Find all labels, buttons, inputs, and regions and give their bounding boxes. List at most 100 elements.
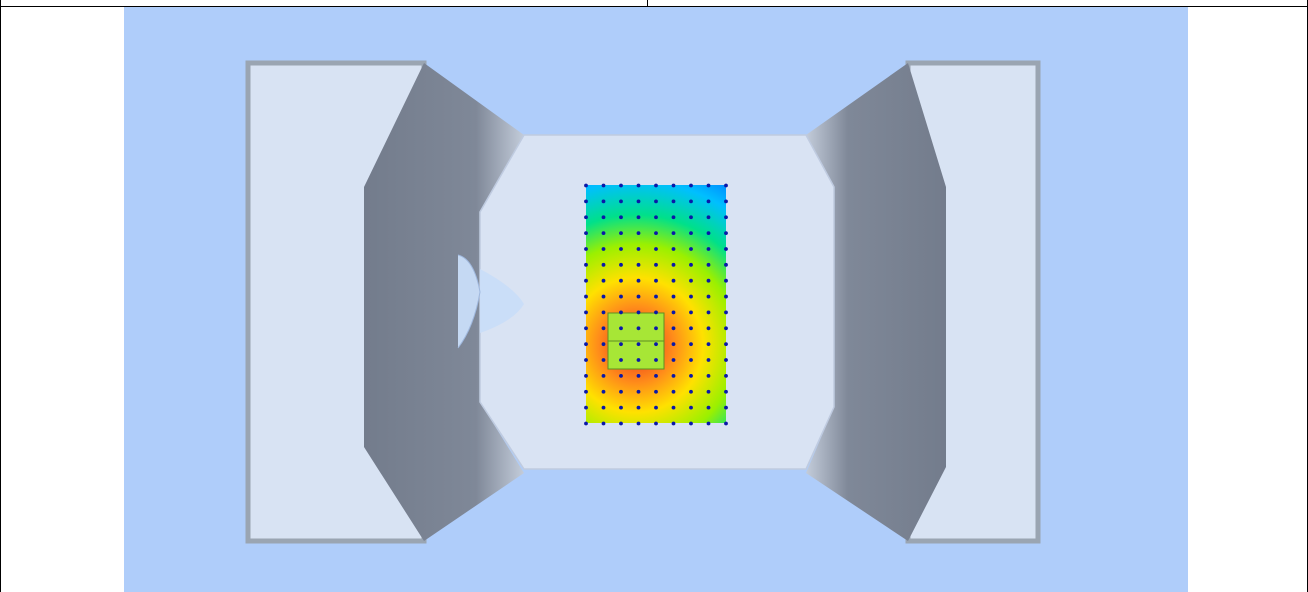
- probe-point: [671, 421, 676, 426]
- probe-point: [689, 342, 693, 347]
- probe-point: [636, 374, 641, 378]
- probe-point: [601, 278, 606, 283]
- probe-point: [706, 183, 711, 188]
- probe-point: [706, 389, 711, 394]
- probe-point: [619, 310, 623, 315]
- probe-point: [619, 294, 623, 299]
- probe-point: [619, 215, 623, 220]
- probe-point: [689, 421, 693, 426]
- probe-point: [724, 342, 728, 347]
- left-sloped-wall: [364, 63, 524, 541]
- probe-point: [706, 310, 711, 315]
- probe-point: [636, 215, 641, 220]
- probe-point: [671, 405, 676, 410]
- probe-point: [689, 374, 693, 378]
- probe-point: [636, 310, 641, 315]
- probe-point: [619, 199, 623, 204]
- probe-point: [654, 183, 658, 188]
- probe-point: [636, 326, 641, 331]
- probe-point: [689, 326, 693, 331]
- probe-point: [636, 342, 641, 347]
- probe-point: [619, 405, 623, 410]
- probe-point: [619, 374, 623, 378]
- probe-point: [724, 231, 728, 235]
- heatmap-surface: [586, 185, 726, 423]
- probe-point: [654, 389, 658, 394]
- probe-point: [619, 262, 623, 267]
- probe-point: [689, 231, 693, 235]
- probe-point: [724, 215, 728, 220]
- probe-point: [671, 183, 676, 188]
- probe-point: [601, 231, 606, 235]
- probe-point: [636, 358, 641, 362]
- probe-point: [671, 358, 676, 362]
- probe-point: [689, 358, 693, 362]
- probe-point: [671, 199, 676, 204]
- probe-point: [671, 310, 676, 315]
- probe-point: [601, 215, 606, 220]
- probe-point: [706, 294, 711, 299]
- probe-point: [654, 262, 658, 267]
- probe-point: [636, 199, 641, 204]
- probe-point: [706, 262, 711, 267]
- probe-point: [636, 247, 641, 251]
- solder-bump: [457, 254, 524, 349]
- probe-point: [689, 199, 693, 204]
- probe-point: [636, 294, 641, 299]
- probe-point: [584, 183, 588, 188]
- probe-point: [706, 278, 711, 283]
- probe-point: [724, 278, 728, 283]
- probe-point: [654, 199, 658, 204]
- simulation-viewport: [124, 7, 1188, 592]
- probe-point: [724, 358, 728, 362]
- probe-point: [706, 199, 711, 204]
- probe-point: [601, 421, 606, 426]
- probe-point: [601, 342, 606, 347]
- probe-point: [654, 374, 658, 378]
- right-sloped-wall: [806, 63, 946, 541]
- probe-point: [724, 294, 728, 299]
- model-scene: [124, 7, 1188, 592]
- probe-point: [584, 247, 588, 251]
- probe-point: [601, 326, 606, 331]
- probe-point: [706, 421, 711, 426]
- probe-point: [671, 262, 676, 267]
- probe-point: [724, 247, 728, 251]
- probe-point: [689, 183, 693, 188]
- probe-point: [654, 405, 658, 410]
- probe-point: [689, 262, 693, 267]
- probe-point: [654, 358, 658, 362]
- probe-point: [636, 278, 641, 283]
- probe-point: [584, 358, 588, 362]
- probe-point: [689, 294, 693, 299]
- probe-point: [584, 421, 588, 426]
- probe-point: [706, 215, 711, 220]
- probe-point: [619, 247, 623, 251]
- probe-point: [584, 215, 588, 220]
- probe-point: [619, 358, 623, 362]
- probe-point: [601, 294, 606, 299]
- probe-point: [671, 215, 676, 220]
- probe-point: [724, 326, 728, 331]
- probe-point: [689, 310, 693, 315]
- probe-point: [584, 294, 588, 299]
- probe-point: [619, 183, 623, 188]
- probe-point: [706, 374, 711, 378]
- probe-point: [636, 405, 641, 410]
- probe-point: [619, 326, 623, 331]
- probe-point: [724, 262, 728, 267]
- probe-point: [671, 374, 676, 378]
- probe-point: [654, 215, 658, 220]
- probe-point: [619, 342, 623, 347]
- probe-point: [706, 326, 711, 331]
- probe-point: [601, 310, 606, 315]
- probe-point: [706, 358, 711, 362]
- probe-point: [584, 278, 588, 283]
- probe-point: [636, 389, 641, 394]
- probe-point: [601, 358, 606, 362]
- probe-point: [724, 310, 728, 315]
- probe-point: [636, 421, 641, 426]
- probe-point: [671, 326, 676, 331]
- probe-point: [636, 262, 641, 267]
